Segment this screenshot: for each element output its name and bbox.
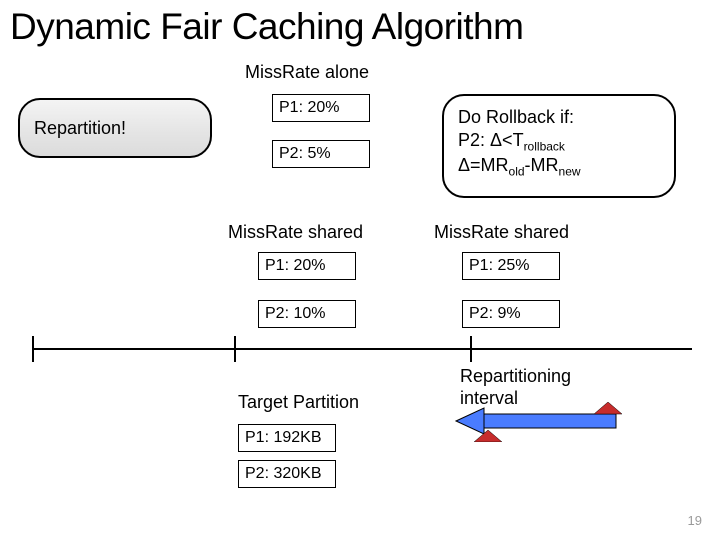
- target-partition-p2: P2: 320KB: [238, 460, 336, 488]
- missrate-alone-p2: P2: 5%: [272, 140, 370, 168]
- missrate-shared-left-p1: P1: 20%: [258, 252, 356, 280]
- rollback-line2-prefix: P2:: [458, 130, 490, 150]
- repartition-bubble: Repartition!: [18, 98, 212, 158]
- page-number: 19: [688, 513, 702, 528]
- repartition-text: Repartition!: [34, 118, 126, 139]
- missrate-shared-left-p2: P2: 10%: [258, 300, 356, 328]
- missrate-shared-right-heading: MissRate shared: [434, 222, 569, 243]
- timeline-tick: [470, 336, 472, 362]
- target-partition-p1: P1: 192KB: [238, 424, 336, 452]
- rollback-line2: P2: Δ<Trollback: [458, 129, 660, 155]
- rollback-line3-sub2: new: [559, 165, 581, 179]
- rollback-bubble: Do Rollback if: P2: Δ<Trollback Δ=MRold-…: [442, 94, 676, 198]
- timeline-tick: [32, 336, 34, 362]
- missrate-alone-heading: MissRate alone: [245, 62, 369, 83]
- slide-title: Dynamic Fair Caching Algorithm: [10, 6, 710, 48]
- rollback-line3-mid: -MR: [525, 155, 559, 175]
- missrate-shared-right-p2: P2: 9%: [462, 300, 560, 328]
- rollback-line2-sub: rollback: [524, 139, 565, 153]
- missrate-shared-right-p1: P1: 25%: [462, 252, 560, 280]
- timeline-tick: [234, 336, 236, 362]
- timeline-line: [32, 348, 692, 350]
- interval-arrow-icon: [454, 402, 634, 442]
- rollback-line1: Do Rollback if:: [458, 106, 660, 129]
- target-partition-heading: Target Partition: [238, 392, 359, 413]
- missrate-shared-left-heading: MissRate shared: [228, 222, 363, 243]
- rollback-line3: Δ=MRold-MRnew: [458, 154, 660, 180]
- missrate-alone-p1: P1: 20%: [272, 94, 370, 122]
- rollback-line2-delta: Δ<T: [490, 130, 524, 150]
- rollback-line3-prefix: Δ=MR: [458, 155, 509, 175]
- rollback-line3-sub1: old: [509, 165, 525, 179]
